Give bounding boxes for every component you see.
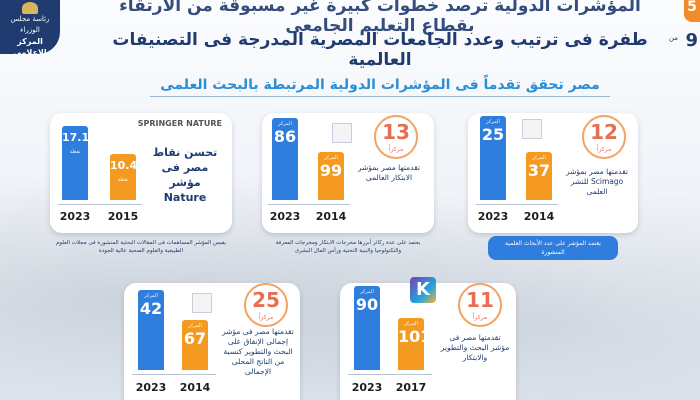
rdi-caption-2017: المركز [404,321,418,327]
scimago-rank-label: مركزاً [596,146,612,153]
spending-bar-2014: المركز 67 [182,320,208,370]
scimago-value-2023: 25 [481,125,505,144]
scimago-caption-2023: المركز [486,119,500,125]
rdi-caption-2023: المركز [360,289,374,295]
subtitle-divider [150,96,610,97]
innovation-value-2014: 99 [319,161,343,180]
spending-rank-label: مركزاً [258,314,274,321]
innovation-rank-label: مركزاً [388,146,404,153]
spending-baseline [132,374,216,375]
card-rdi: K 11 مركزاً تقدمتها مصر فى مؤشر البحث وا… [340,277,516,400]
rdi-description: تقدمتها مصر فى مؤشر البحث والتطوير والاب… [440,333,510,362]
spending-year-2014: 2014 [179,381,211,394]
spending-caption-2023: المركز [144,293,158,299]
nature-year-2015: 2015 [107,210,139,223]
scimago-bar-2014: المركز 37 [526,152,552,200]
cabinet-logo: رئاسة مجلس الوزراء المركز الإعلامى [0,0,60,57]
card-spending: 25 مركزاً تقدمتها مصر فى مؤشر إجمالى الإ… [124,283,300,400]
k-logo-icon: K [410,277,436,303]
page-total: 9 [685,30,698,51]
nature-caption-2015: نقطة [117,177,129,183]
innovation-caption-2023: المركز [278,121,292,127]
innovation-year-2023: 2023 [269,210,301,223]
page-indicator: 5 من 9 [662,0,700,62]
scimago-year-2023: 2023 [477,210,509,223]
header: رئاسة مجلس الوزراء المركز الإعلامى المؤش… [0,0,700,70]
rdi-year-2017: 2017 [395,381,427,394]
spending-value-2014: 67 [183,329,207,348]
innovation-caption-2014: المركز [324,155,338,161]
title-line2: طفرة فى ترتيب وعدد الجامعات المصرية المد… [112,30,648,70]
spending-bar-2023: المركز 42 [138,290,164,370]
logo-line2: المركز الإعلامى [13,37,47,57]
spending-year-2023: 2023 [135,381,167,394]
innovation-note: يعتمد على عدة ركائز أبرزها مخرجات الابتك… [275,240,421,254]
scimago-value-2014: 37 [527,161,551,180]
section-subtitle: مصر تحقق تقدماً فى المؤشرات الدولية المر… [160,77,600,93]
nature-value-2015: 10.4 [110,159,138,172]
innovation-year-2014: 2014 [315,210,347,223]
rdi-bar-2023: المركز 90 [354,286,380,370]
card-innovation: 13 مركزاً تقدمتها مصر بمؤشر الابتكار الع… [262,113,434,233]
nature-description: تحسن نقاط مصر فى مؤشر Nature [152,146,218,204]
spending-rank: 25 [244,283,288,327]
innovation-rank: 13 [374,115,418,159]
card-nature: SPRINGER NATURE تحسن نقاط مصر فى مؤشر Na… [50,113,232,233]
nature-value-2023: 17.16 [62,131,97,144]
scimago-year-2014: 2014 [523,210,555,223]
rdi-rank-label: مركزاً [472,314,488,321]
scimago-description: تقدمتها مصر بمؤشر Scimago للنشر العلمى [566,167,628,196]
nature-caption-2023: نقطة [69,149,81,155]
nature-note: يقيس المؤشر المساهمات فى المقالات البحثي… [56,240,226,254]
springer-nature-logo: SPRINGER NATURE [137,119,222,128]
wipo-logo-icon-2 [192,293,212,313]
rdi-value-2023: 90 [355,295,379,314]
title-line1: المؤشرات الدولية ترصد خطوات كبيرة غير مس… [119,0,641,36]
rdi-bar-2017: المركز 101 [398,318,432,370]
nature-bar-2015: 10.4 نقطة [110,154,138,200]
innovation-bar-2014: المركز 99 [318,152,344,200]
page-of-label: من [668,34,678,42]
innovation-bar-2023: المركز 86 [272,118,298,200]
eagle-emblem-icon [22,2,38,14]
spending-value-2023: 42 [139,299,163,318]
card-scimago: 12 مركزاً تقدمتها مصر بمؤشر Scimago للنش… [468,113,638,233]
rdi-rank: 11 [458,283,502,327]
rdi-baseline [348,374,432,375]
logo-line1: رئاسة مجلس الوزراء [10,15,50,34]
innovation-value-2023: 86 [273,127,297,146]
scimago-rank: 12 [582,115,626,159]
page-current: 5 [684,0,700,22]
scimago-baseline [476,204,558,205]
nature-baseline [58,204,142,205]
innovation-description: تقدمتها مصر بمؤشر الابتكار العالمى [358,163,420,182]
nature-bar-2023: 17.16 نقطة [62,126,97,200]
wipo-logo-icon [332,123,352,143]
scimago-bar-2023: المركز 25 [480,116,506,200]
scimago-note: يعتمد المؤشر على عدد الأبحاث العلمية الم… [488,236,618,260]
rdi-value-2017: 101 [398,327,432,346]
rdi-year-2023: 2023 [351,381,383,394]
nature-year-2023: 2023 [59,210,91,223]
scimago-logo-icon [522,119,542,139]
innovation-baseline [268,204,350,205]
scimago-caption-2014: المركز [532,155,546,161]
spending-caption-2014: المركز [188,323,202,329]
spending-description: تقدمتها مصر فى مؤشر إجمالى الإنفاق على ا… [222,327,294,376]
